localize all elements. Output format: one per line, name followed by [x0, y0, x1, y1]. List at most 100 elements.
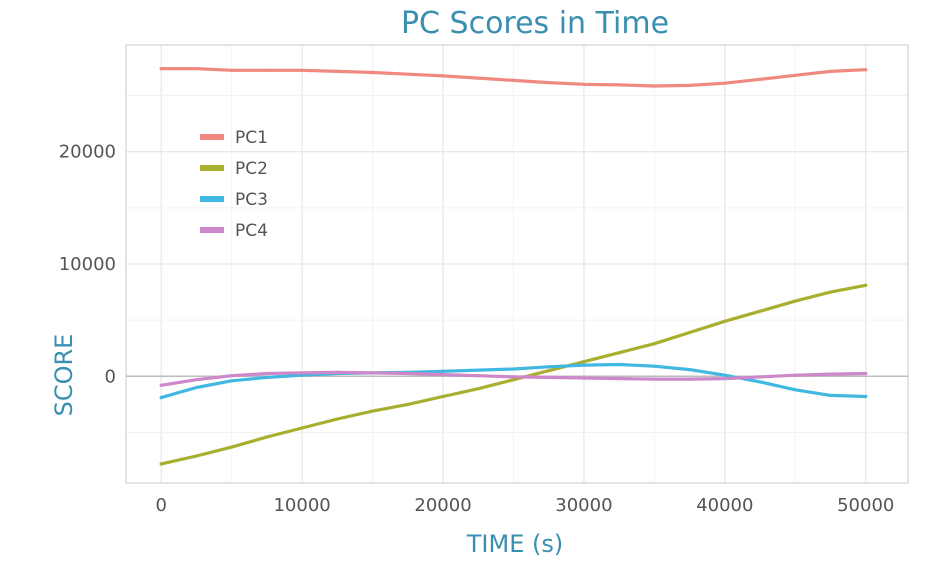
y-tick-label: 0 [105, 366, 116, 387]
data-point-pc1 [723, 81, 727, 85]
data-point-pc2 [652, 342, 656, 346]
data-point-pc4 [441, 373, 445, 377]
data-point-pc4 [547, 375, 551, 380]
data-point-pc1 [159, 66, 163, 71]
y-axis-title: SCORE [50, 334, 78, 417]
data-point-pc1 [194, 66, 199, 71]
data-point-pc4 [617, 376, 621, 381]
data-point-pc2 [758, 309, 762, 313]
x-tick-label: 30000 [555, 495, 612, 516]
data-point-pc3 [547, 365, 551, 369]
x-tick-label: 10000 [273, 495, 330, 516]
data-point-pc1 [335, 69, 339, 73]
legend-label-pc4: PC4 [235, 221, 268, 241]
data-point-pc3 [194, 385, 199, 390]
data-point-pc2 [300, 426, 304, 430]
x-tick-label: 0 [155, 495, 166, 516]
data-point-pc2 [582, 360, 586, 364]
data-point-pc4 [476, 374, 480, 378]
data-point-pc1 [617, 83, 621, 87]
data-point-pc4 [335, 370, 339, 374]
data-point-pc3 [617, 362, 621, 367]
data-point-pc4 [688, 377, 692, 381]
plot-panel-border [125, 44, 909, 484]
x-tick-label: 50000 [837, 495, 894, 516]
data-point-pc3 [159, 396, 163, 400]
data-point-pc1 [828, 69, 833, 73]
data-point-pc2 [406, 402, 410, 406]
data-point-pc3 [688, 367, 692, 372]
data-point-pc4 [652, 377, 656, 381]
data-point-pc4 [511, 375, 516, 379]
data-point-pc1 [230, 68, 234, 72]
data-point-pc3 [828, 393, 833, 397]
data-point-pc4 [723, 376, 727, 381]
data-point-pc1 [476, 76, 480, 80]
data-point-pc3 [864, 394, 868, 399]
series-layer [159, 66, 868, 466]
data-point-pc4 [194, 378, 199, 382]
data-point-pc2 [547, 369, 551, 373]
data-point-pc2 [159, 462, 163, 466]
legend: PC1 PC2 PC3 PC4 [200, 128, 268, 241]
data-point-pc3 [476, 368, 480, 372]
x-tick-label: 20000 [414, 495, 471, 516]
data-point-pc3 [230, 379, 234, 383]
data-point-pc1 [793, 73, 797, 77]
x-axis-title: TIME (s) [466, 530, 563, 558]
data-point-pc2 [335, 417, 339, 421]
data-point-pc1 [406, 72, 410, 76]
data-point-pc4 [265, 371, 269, 376]
data-point-pc2 [511, 378, 516, 382]
data-point-pc1 [300, 68, 304, 72]
data-point-pc2 [230, 445, 234, 449]
data-point-pc2 [194, 454, 199, 458]
data-point-pc3 [652, 364, 656, 368]
data-point-pc2 [441, 394, 445, 399]
data-point-pc2 [370, 409, 375, 413]
data-point-pc4 [159, 383, 163, 387]
data-point-pc1 [441, 74, 445, 78]
data-point-pc2 [828, 290, 833, 294]
data-point-pc2 [265, 435, 269, 439]
data-point-pc3 [265, 375, 269, 380]
y-tick-label: 10000 [59, 254, 116, 275]
data-point-pc4 [406, 371, 410, 376]
data-point-pc2 [723, 319, 727, 323]
data-point-pc2 [688, 330, 692, 335]
data-point-pc3 [758, 380, 762, 384]
data-point-pc4 [793, 373, 797, 377]
data-point-pc3 [441, 369, 445, 373]
data-point-pc4 [370, 371, 375, 375]
data-point-pc3 [511, 367, 516, 371]
data-point-pc1 [265, 68, 269, 72]
data-point-pc4 [582, 376, 586, 380]
tick-labels: 0 10000 20000 30000 40000 50000 0 10000 20000 [59, 142, 895, 516]
data-point-pc1 [511, 78, 516, 82]
data-point-pc4 [230, 374, 234, 378]
data-point-pc4 [758, 375, 762, 379]
data-point-pc1 [370, 70, 375, 75]
chart-title: PC Scores in Time [401, 6, 669, 41]
data-point-pc1 [758, 77, 762, 81]
data-point-pc4 [828, 372, 833, 376]
data-point-pc4 [300, 371, 304, 375]
x-tick-label: 40000 [696, 495, 753, 516]
data-point-pc2 [864, 283, 868, 287]
data-point-pc4 [864, 371, 868, 376]
data-point-pc1 [688, 83, 692, 88]
data-point-pc2 [793, 299, 797, 303]
data-point-pc1 [547, 81, 551, 85]
data-point-pc3 [793, 388, 797, 392]
data-point-pc2 [617, 351, 621, 355]
data-point-pc3 [723, 373, 727, 377]
legend-label-pc1: PC1 [235, 128, 268, 148]
data-point-pc1 [652, 84, 656, 88]
data-point-pc3 [582, 363, 586, 367]
data-point-pc2 [476, 387, 480, 391]
grid [126, 45, 908, 483]
y-tick-label: 20000 [59, 142, 116, 163]
legend-label-pc2: PC2 [235, 159, 268, 179]
data-point-pc1 [864, 68, 868, 72]
